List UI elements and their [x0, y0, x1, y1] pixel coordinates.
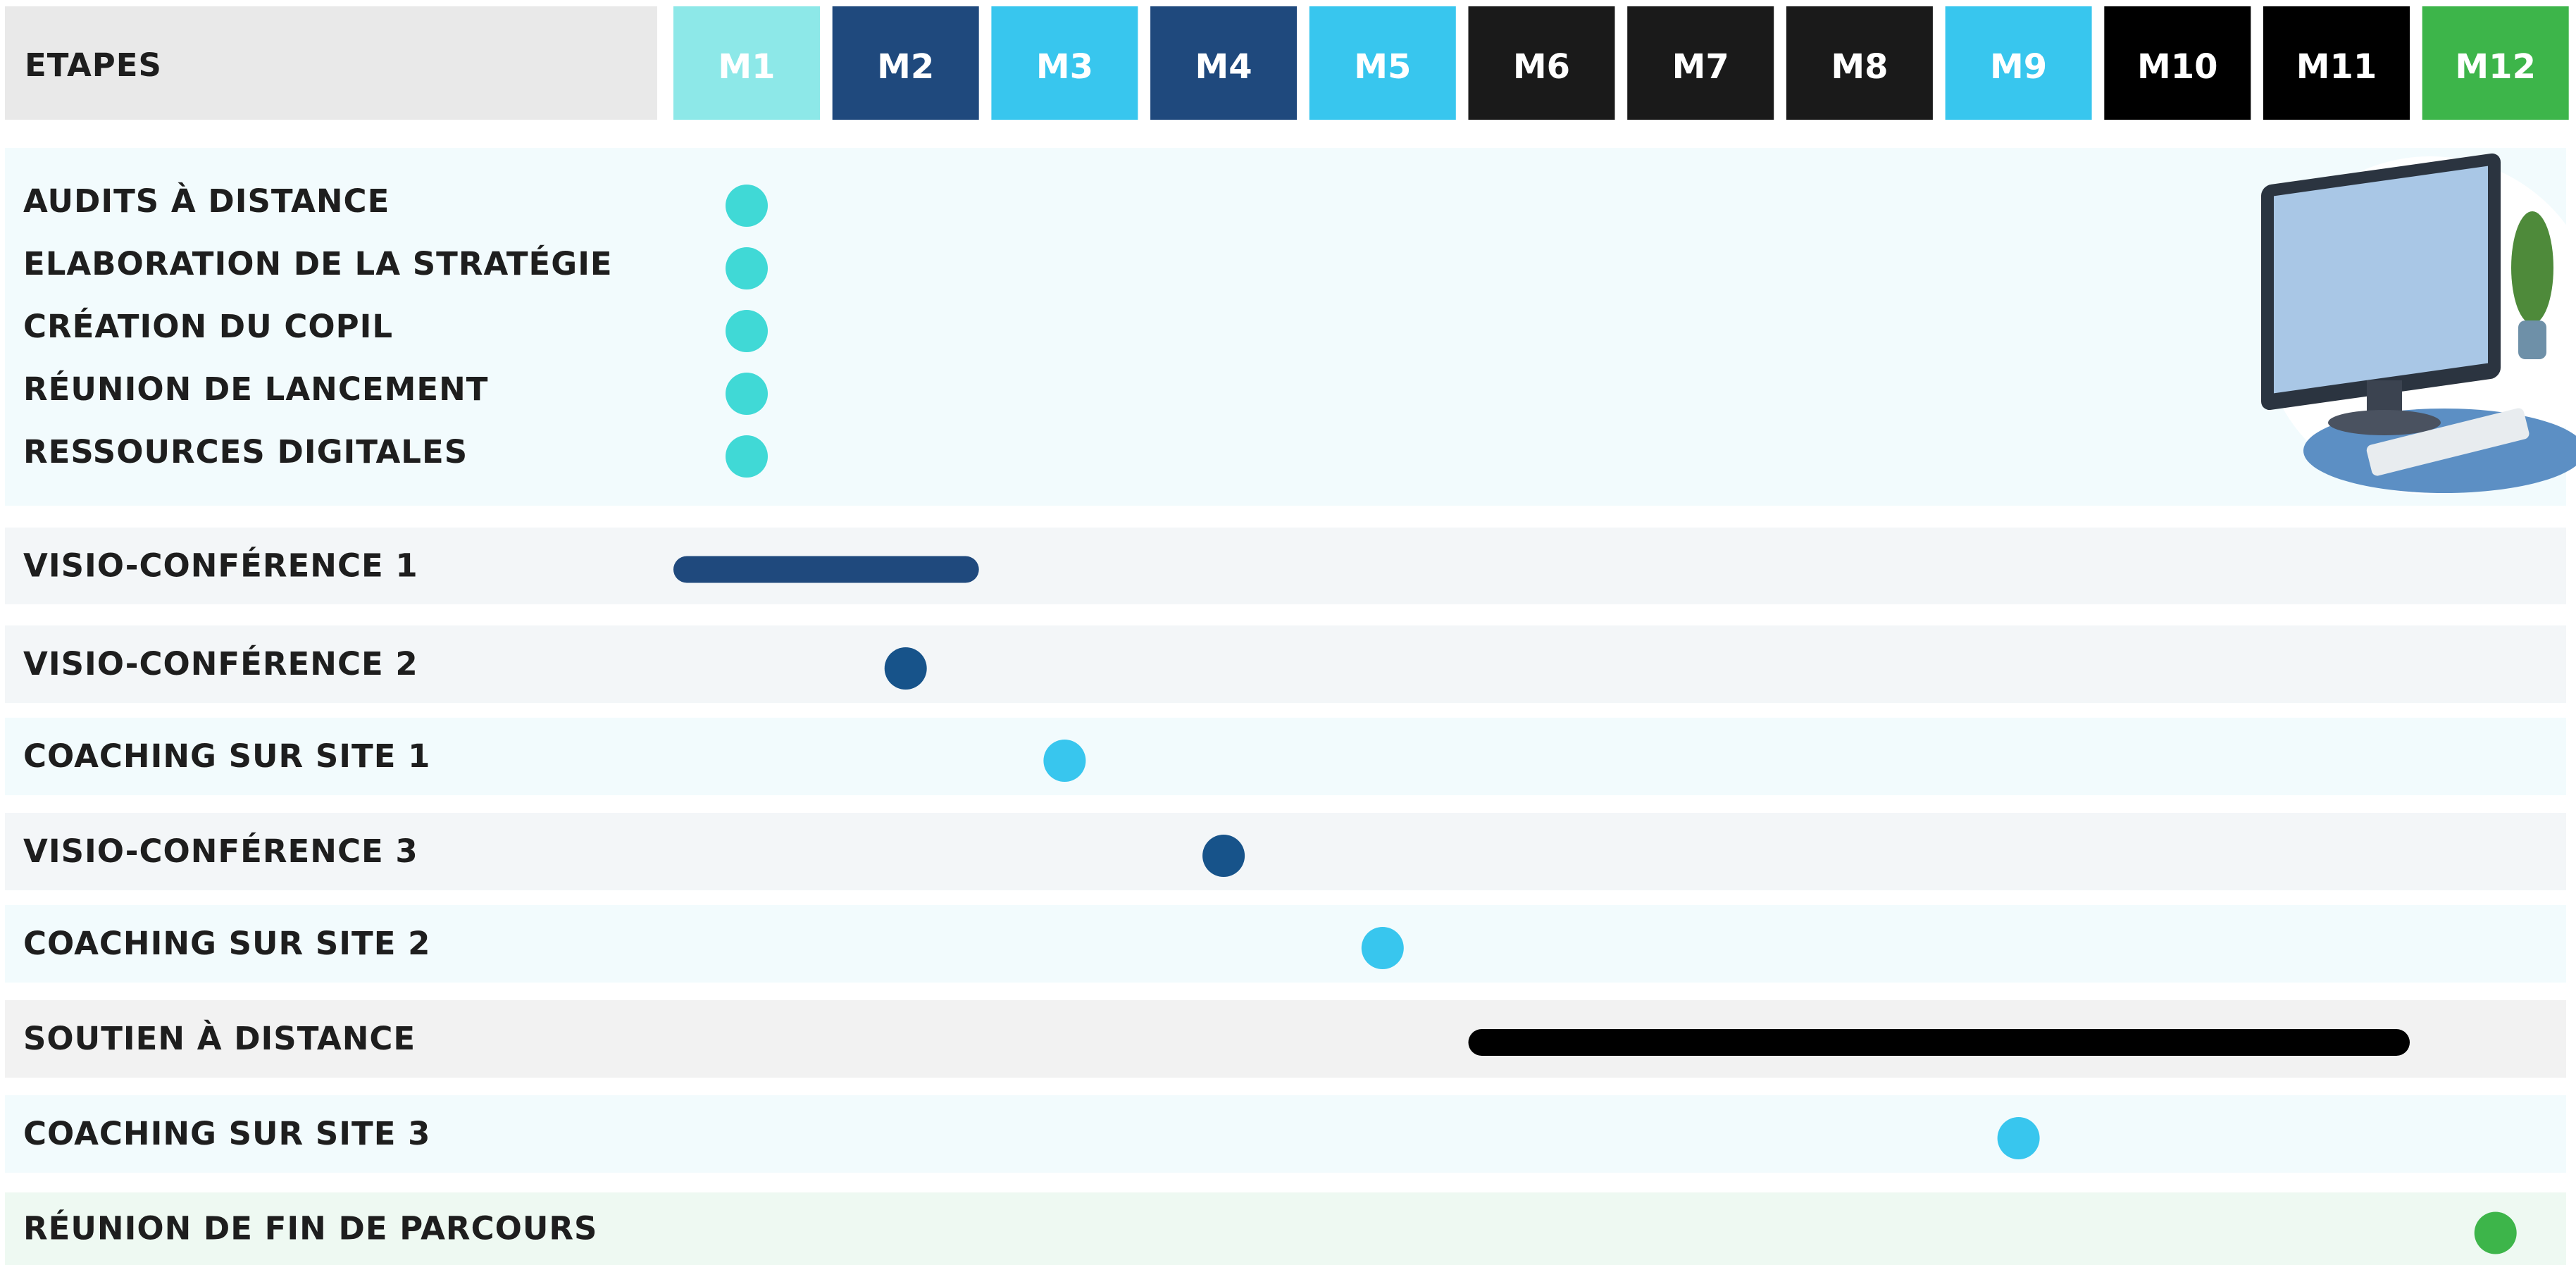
milestone-dot: [2475, 1212, 2517, 1254]
row-label: COACHING SUR SITE 1: [23, 737, 430, 775]
row-label: RESSOURCES DIGITALES: [23, 433, 468, 471]
row-label: AUDITS À DISTANCE: [23, 182, 390, 220]
milestone-dot: [726, 435, 768, 478]
milestone-dot: [726, 185, 768, 227]
timeline: ETAPES M1 M2 M3 M4 M5 M6 M7 M8 M9 M10 M11 M12 AUDITS…: [0, 0, 2576, 1265]
milestone-dot: [726, 373, 768, 415]
milestone-dot: [726, 310, 768, 352]
month-label: M4: [1195, 47, 1252, 87]
month-label: M7: [1672, 47, 1729, 87]
milestone-dot: [1202, 835, 1245, 877]
month-label: M1: [718, 47, 775, 87]
header-title: ETAPES: [25, 46, 162, 84]
stand-base: [2328, 410, 2441, 435]
row-label: VISIO-CONFÉRENCE 3: [23, 833, 418, 870]
month-label: M2: [877, 47, 934, 87]
row-label: COACHING SUR SITE 2: [23, 925, 430, 962]
month-label: M9: [1990, 47, 2047, 87]
plant: [2511, 211, 2553, 324]
illustration: [2261, 152, 2576, 494]
month-label: M10: [2137, 47, 2218, 87]
row-label: VISIO-CONFÉRENCE 2: [23, 645, 418, 683]
row-label: CRÉATION DU COPIL: [23, 308, 393, 345]
month-label: M11: [2296, 47, 2377, 87]
duration-bar: [673, 556, 979, 583]
page: ETAPES M1 M2 M3 M4 M5 M6 M7 M8 M9 M10 M11 M12 AUDITS…: [0, 0, 2576, 1265]
milestone-dot: [1043, 740, 1085, 782]
month-label: M6: [1513, 47, 1570, 87]
milestone-dot: [1362, 927, 1404, 969]
month-label: M5: [1354, 47, 1411, 87]
milestone-dot: [726, 247, 768, 289]
milestone-dot: [1998, 1117, 2040, 1159]
month-label: M12: [2455, 47, 2536, 87]
screen: [2274, 166, 2488, 394]
row-label: RÉUNION DE FIN DE PARCOURS: [23, 1210, 597, 1247]
row-label: RÉUNION DE LANCEMENT: [23, 370, 488, 408]
row-label: ELABORATION DE LA STRATÉGIE: [23, 245, 613, 282]
row-label: COACHING SUR SITE 3: [23, 1115, 430, 1152]
month-label: M3: [1036, 47, 1093, 87]
duration-bar: [1469, 1029, 2410, 1056]
row-label: SOUTIEN À DISTANCE: [23, 1020, 416, 1057]
pot: [2518, 320, 2546, 359]
month-label: M8: [1831, 47, 1888, 87]
row-label: VISIO-CONFÉRENCE 1: [23, 547, 418, 585]
milestone-dot: [885, 647, 927, 690]
